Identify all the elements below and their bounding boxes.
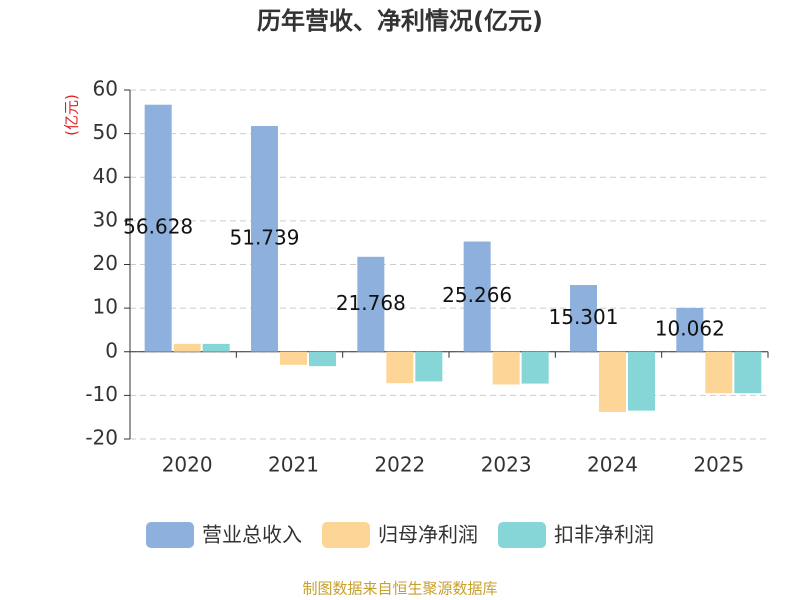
- y-tick-label: 50: [93, 120, 118, 144]
- bar: [570, 284, 597, 352]
- bar: [463, 241, 491, 352]
- bar: [521, 351, 549, 384]
- data-label: 10.062: [655, 316, 725, 340]
- bar: [676, 307, 704, 352]
- y-tick-label: 0: [105, 338, 118, 362]
- bar: [492, 351, 520, 385]
- legend-swatch: [498, 522, 546, 548]
- x-tick-label: 2021: [268, 453, 319, 477]
- data-label: 25.266: [442, 283, 512, 307]
- y-tick-label: -10: [85, 382, 118, 406]
- bar: [734, 351, 762, 394]
- bar: [144, 104, 172, 352]
- chart-title: 历年营收、净利情况(亿元): [257, 7, 543, 35]
- legend-swatch: [146, 522, 194, 548]
- x-tick-label: 2025: [693, 453, 744, 477]
- y-tick-label: 40: [93, 164, 118, 188]
- bar: [415, 351, 443, 382]
- bar: [599, 351, 626, 412]
- x-tick-label: 2024: [587, 453, 638, 477]
- x-tick-label: 2023: [481, 453, 532, 477]
- bar: [280, 351, 307, 365]
- bar: [705, 351, 733, 394]
- y-tick-label: 60: [93, 77, 118, 101]
- bar: [309, 351, 336, 367]
- legend-label: 营业总收入: [202, 523, 302, 547]
- bar: [357, 256, 385, 352]
- x-tick-label: 2022: [374, 453, 425, 477]
- data-label: 51.739: [230, 225, 300, 249]
- data-label: 15.301: [549, 305, 619, 329]
- source-note: 制图数据来自恒生聚源数据库: [302, 580, 497, 598]
- y-tick-label: 20: [93, 251, 118, 275]
- y-tick-label: 10: [93, 295, 118, 319]
- legend-swatch: [322, 522, 370, 548]
- y-tick-label: 30: [93, 207, 118, 231]
- bar: [173, 343, 201, 352]
- bar: [202, 343, 230, 352]
- legend-label: 归母净利润: [378, 523, 478, 547]
- x-tick-label: 2020: [162, 453, 213, 477]
- legend-label: 扣非净利润: [554, 523, 654, 547]
- y-axis-label: (亿元): [63, 94, 81, 136]
- bar: [251, 126, 278, 352]
- data-label: 21.768: [336, 291, 406, 315]
- data-label: 56.628: [123, 215, 193, 239]
- bar: [386, 351, 414, 384]
- y-tick-label: -20: [85, 426, 118, 450]
- bar: [628, 351, 655, 411]
